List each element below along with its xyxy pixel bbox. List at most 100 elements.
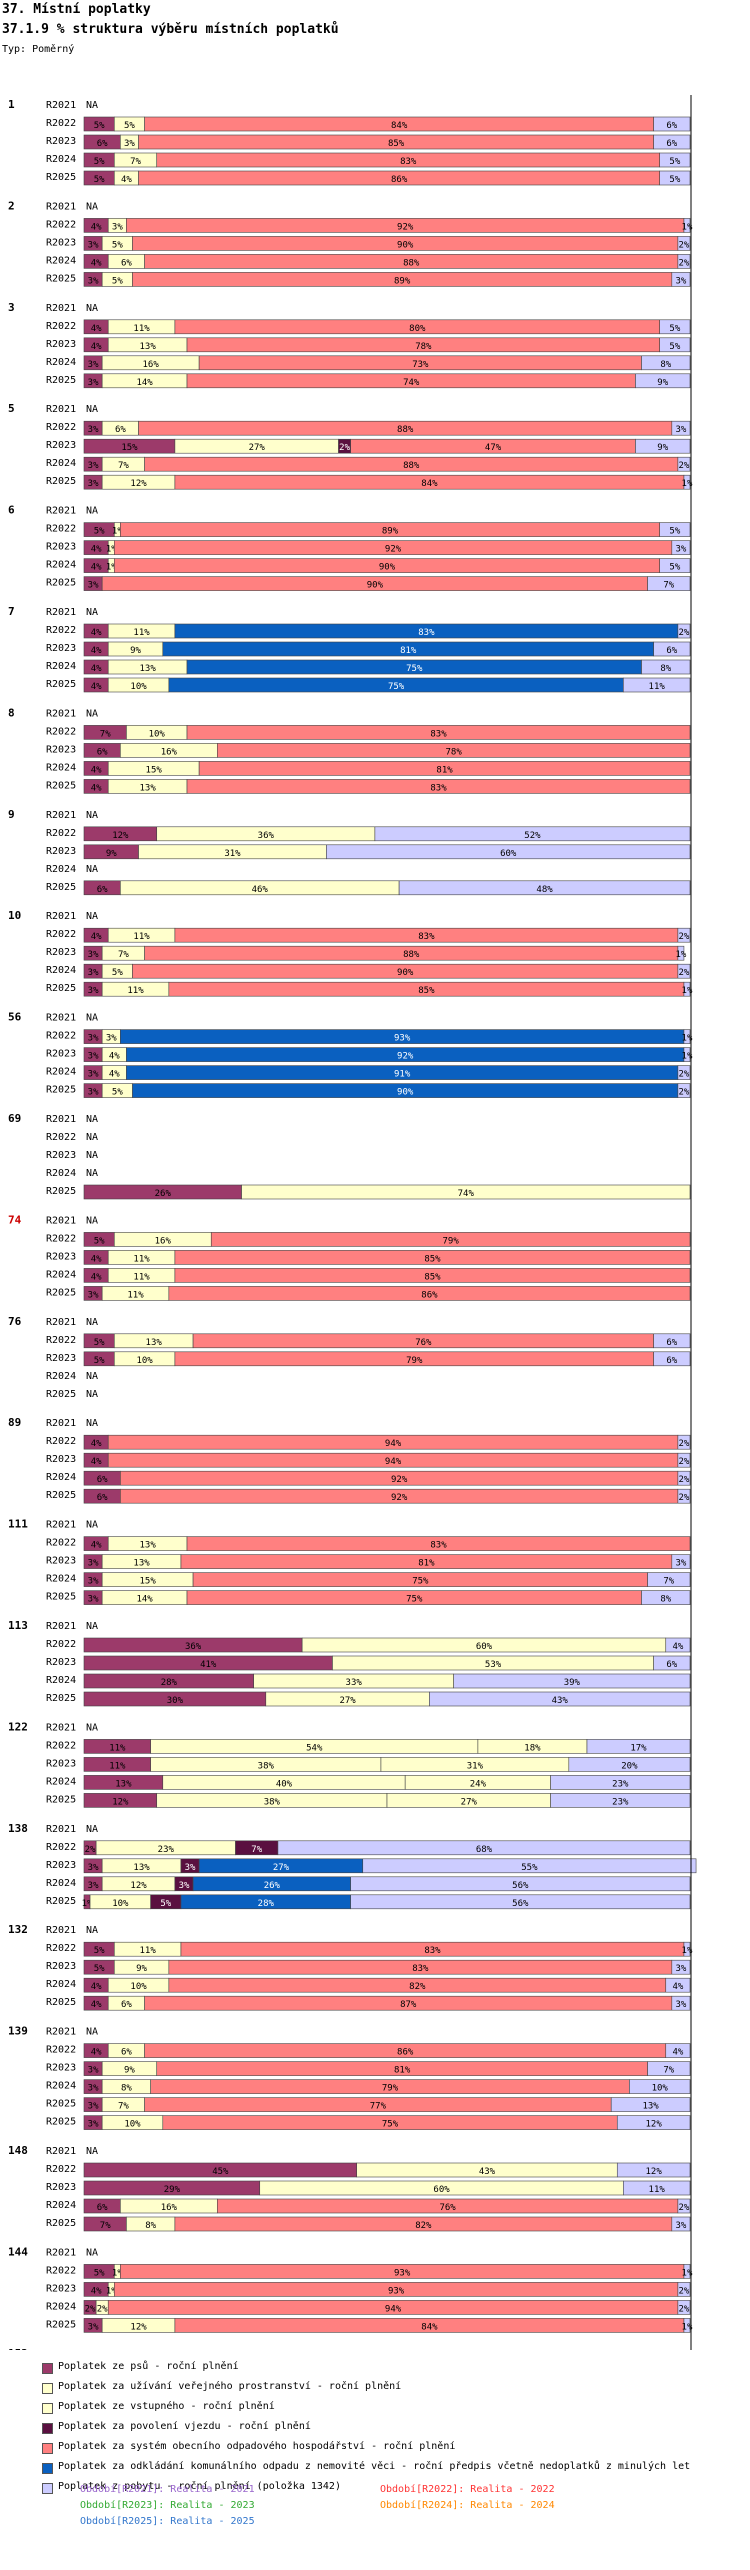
data-label: 3%	[675, 2000, 686, 2010]
bar-segment	[653, 116, 691, 132]
bar-segment	[683, 2318, 691, 2333]
legend-swatch	[42, 2463, 53, 2474]
data-label: 3%	[124, 139, 135, 149]
legend-swatch	[42, 2383, 53, 2394]
data-label: 54%	[306, 1743, 323, 1753]
data-label: 74%	[458, 1189, 475, 1199]
legend-label: Poplatek ze vstupného - roční plnění	[58, 2401, 275, 2412]
page-title: 37. Místní poplatky	[2, 2, 151, 17]
data-label: 5%	[669, 527, 680, 537]
data-label: 2%	[679, 258, 690, 268]
data-label: 5%	[94, 1946, 105, 1956]
data-label: 38%	[258, 1761, 275, 1771]
period-label: R2022	[46, 1639, 76, 1650]
data-label: 5%	[94, 1338, 105, 1348]
data-label: 2%	[85, 2304, 96, 2314]
group-label: 5	[8, 402, 15, 415]
period-label: R2024	[46, 1269, 76, 1280]
data-label: 1%	[682, 1034, 693, 1044]
period-legend-item: Období[R2023]: Realita - 2023	[80, 2500, 255, 2511]
bar-segment	[659, 152, 691, 168]
period-label: R2023	[46, 1556, 76, 1567]
data-label: 85%	[424, 1254, 441, 1264]
data-label: 4%	[91, 342, 102, 352]
period-label: R2025	[46, 375, 76, 386]
period-label: R2022	[46, 422, 76, 433]
data-label: 5%	[160, 1899, 171, 1909]
na-label: NA	[86, 506, 98, 517]
bar-segment	[186, 779, 691, 794]
data-label: 1%	[682, 479, 693, 489]
bar-segment	[186, 1536, 691, 1551]
bar-segment	[635, 438, 691, 454]
period-legend-item: Období[R2025]: Realita - 2025	[80, 2516, 255, 2527]
chart-type-label: Typ: Poměrný	[2, 44, 75, 55]
data-label: 86%	[421, 1290, 438, 1300]
period-label: R2024	[46, 1776, 76, 1787]
period-label: R2025	[46, 679, 76, 690]
data-label: 3%	[675, 425, 686, 435]
data-label: 7%	[251, 1845, 262, 1855]
period-legend-item: Období[R2024]: Realita - 2024	[380, 2500, 555, 2511]
period-label: R2024	[46, 864, 76, 875]
bar-segment	[677, 2282, 691, 2297]
group-label: 113	[8, 1619, 28, 1632]
data-label: 76%	[415, 1338, 432, 1348]
data-label: 1%	[682, 2322, 693, 2332]
period-label: R2024	[46, 1979, 76, 1990]
data-label: 4%	[672, 1982, 683, 1992]
data-label: 3%	[88, 1052, 99, 1062]
data-label: 88%	[403, 258, 420, 268]
period-label: R2025	[46, 1896, 76, 1907]
data-label: 8%	[145, 2221, 156, 2231]
period-label: R2023	[46, 1758, 76, 1769]
period-label: R2021	[46, 201, 76, 212]
period-label: R2024	[46, 1472, 76, 1483]
data-label: 85%	[388, 139, 405, 149]
data-label: 2%	[679, 240, 690, 250]
data-label: 4%	[91, 783, 102, 793]
data-label: 79%	[442, 1236, 459, 1246]
data-label: 4%	[91, 222, 102, 232]
data-label: 82%	[409, 1982, 426, 1992]
bar-segment	[429, 1691, 691, 1707]
period-label: R2025	[46, 273, 76, 284]
period-label: R2025	[46, 1085, 76, 1096]
data-label: 4%	[91, 2048, 102, 2058]
data-label: 6%	[121, 2000, 132, 2010]
data-label: 6%	[666, 139, 677, 149]
group-label: 3	[8, 301, 15, 314]
period-label: R2023	[46, 2063, 76, 2074]
period-label: R2022	[46, 1335, 76, 1346]
data-label: 83%	[424, 1946, 441, 1956]
bar-segment	[677, 927, 691, 943]
period-label: R2022	[46, 524, 76, 535]
data-label: 75%	[382, 2120, 399, 2130]
group-label: 8	[8, 706, 15, 719]
data-label: 92%	[391, 1493, 408, 1503]
data-label: 91%	[394, 1070, 411, 1080]
group-label: 76	[8, 1315, 22, 1328]
legend-label: Poplatek ze psů - roční plnění	[58, 2361, 239, 2372]
na-label: NA	[86, 100, 98, 111]
group-label: 122	[8, 1720, 28, 1733]
data-label: 12%	[112, 1797, 129, 1807]
data-label: 3%	[185, 1863, 196, 1873]
na-label: NA	[86, 1621, 98, 1632]
period-label: R2023	[46, 2283, 76, 2294]
data-label: 12%	[130, 1881, 147, 1891]
na-label: NA	[86, 1389, 98, 1400]
data-label: 16%	[155, 1236, 172, 1246]
data-label: 6%	[666, 1356, 677, 1366]
data-label: 90%	[379, 563, 396, 573]
data-label: 1%	[675, 950, 686, 960]
legend: Poplatek ze psů - roční plnění Poplatek z…	[42, 2360, 690, 2500]
bar-segment	[677, 1488, 691, 1504]
bar-segment	[610, 2097, 691, 2112]
bar-segment	[647, 2061, 691, 2076]
group-label: 9	[8, 808, 15, 821]
data-label: 36%	[258, 831, 275, 841]
na-label: NA	[86, 2247, 98, 2258]
data-label: 93%	[394, 1034, 411, 1044]
legend-item: Poplatek za odkládání komunálního odpadu…	[42, 2460, 690, 2480]
